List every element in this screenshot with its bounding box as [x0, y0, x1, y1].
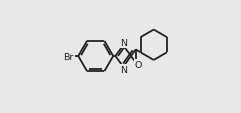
Text: N: N — [120, 39, 127, 48]
Text: Br: Br — [63, 52, 74, 61]
Text: O: O — [135, 61, 142, 70]
Text: N: N — [120, 65, 127, 74]
